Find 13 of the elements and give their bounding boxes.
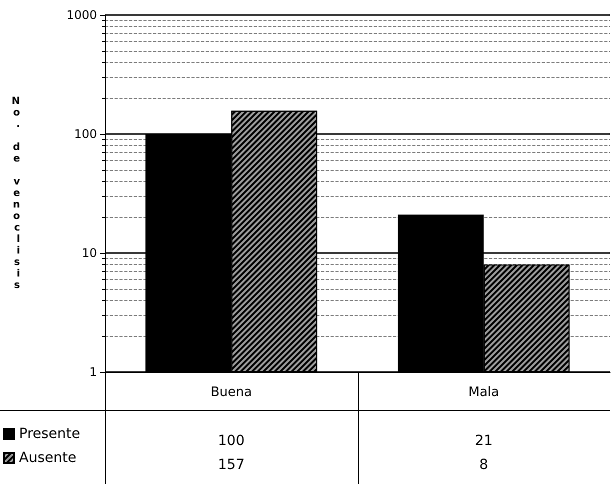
- data-label: 100: [218, 433, 245, 449]
- legend-label: Ausente: [19, 450, 76, 466]
- data-label: 8: [479, 457, 488, 473]
- y-tick-label: 1000: [66, 8, 97, 22]
- x-tick-label: Buena: [210, 385, 252, 400]
- y-tick-label: 10: [82, 246, 97, 260]
- y-tick-label: 1: [89, 365, 97, 379]
- y-tick-label: 100: [74, 127, 97, 141]
- data-label: 21: [474, 433, 493, 449]
- data-label: 157: [218, 457, 245, 473]
- legend-label: Presente: [19, 426, 80, 442]
- text: No. de venoclisis: [12, 96, 20, 291]
- x-tick-label: Mala: [468, 385, 500, 400]
